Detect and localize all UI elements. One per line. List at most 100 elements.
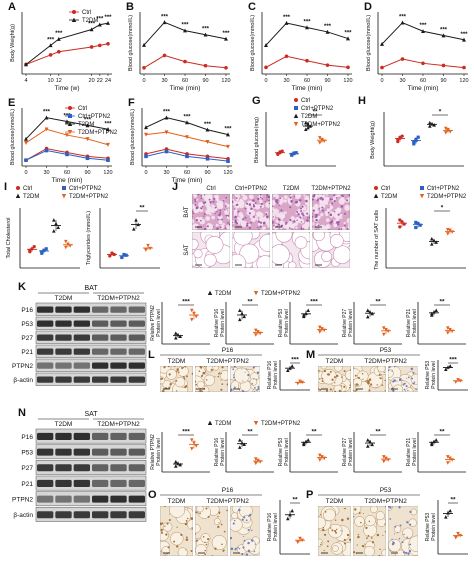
band-label: β-actin — [13, 377, 33, 384]
band-label: P21 — [21, 349, 33, 356]
significance-stars: *** — [460, 32, 468, 38]
data-point — [370, 442, 374, 447]
blot-band — [55, 348, 72, 355]
legend-label: T2DM+PTPN2 — [261, 291, 301, 297]
significance-stars: ** — [247, 299, 253, 306]
blot-band — [110, 511, 127, 519]
y-axis-label: Protein level — [273, 361, 279, 389]
data-point — [142, 42, 146, 47]
data-point — [288, 366, 292, 370]
data-point — [226, 159, 230, 163]
series-line — [25, 43, 109, 65]
panel-letter: F — [128, 97, 135, 109]
data-point — [441, 33, 446, 38]
data-point — [288, 512, 292, 517]
significance-stars: *** — [202, 27, 210, 33]
blot-band — [92, 448, 109, 456]
data-point — [89, 27, 94, 32]
panel-letter: K — [18, 281, 26, 293]
data-point — [52, 218, 56, 222]
significance-stars: ** — [311, 429, 317, 436]
data-point — [444, 126, 448, 131]
significance-stars: *** — [104, 121, 112, 127]
blot-band — [92, 320, 109, 327]
group-label: T2DM — [326, 358, 344, 365]
blot-band — [128, 376, 145, 383]
column-label: T2DM — [283, 186, 299, 192]
y-axis-label: Protein level — [348, 438, 354, 466]
data-point — [238, 317, 242, 322]
panel-letter: G — [252, 95, 261, 107]
blot-band — [128, 464, 145, 472]
data-point — [106, 127, 110, 132]
data-point — [190, 308, 194, 313]
data-point — [380, 65, 384, 70]
data-point — [448, 364, 452, 368]
data-point — [446, 455, 450, 459]
data-point — [374, 186, 378, 190]
data-point — [256, 458, 260, 463]
legend-label: T2DM — [23, 194, 39, 200]
panel-o: P16 T2DM T2DM+PTPN2 ** Relative P16 Protein l… — [160, 487, 310, 556]
data-point — [448, 508, 452, 513]
significance-stars: *** — [181, 23, 189, 29]
significance-stars: *** — [324, 24, 332, 30]
blot-band — [37, 306, 54, 313]
data-point — [97, 22, 102, 27]
x-tick-label: 120 — [221, 78, 230, 84]
data-point — [346, 65, 350, 70]
data-point — [205, 156, 210, 161]
blot-band — [110, 464, 127, 472]
data-point — [192, 441, 196, 445]
micrograph — [272, 194, 310, 230]
legend-label: Ctrl — [301, 98, 310, 104]
blot-band — [110, 448, 127, 456]
x-tick-label: 30 — [163, 170, 169, 176]
data-point — [416, 135, 420, 139]
data-point — [318, 136, 322, 140]
data-point — [430, 311, 434, 316]
column-label: Ctrl — [206, 186, 215, 192]
blot-band — [110, 334, 127, 341]
blot-band — [128, 362, 145, 369]
panel-n-quant: T2DM T2DM+PTPN2***Relative PTPN2 Protein l… — [150, 420, 466, 473]
blot-band — [73, 464, 90, 472]
x-tick-label: 120 — [459, 78, 468, 84]
data-point — [320, 455, 324, 459]
data-point — [56, 36, 61, 41]
data-point — [320, 327, 324, 331]
data-point — [446, 228, 450, 232]
x-tick-label: 4 — [24, 78, 27, 84]
data-point — [242, 314, 246, 319]
x-tick-label: 90 — [440, 78, 446, 84]
data-point — [428, 124, 432, 128]
y-axis-label: Blood glucose(mmol/L) — [128, 15, 134, 71]
data-point — [65, 119, 69, 124]
significance-stars: *** — [222, 31, 230, 37]
group-label: T2DM+PTPN2 — [364, 498, 407, 505]
data-point — [106, 41, 110, 46]
legend-label: T2DM+PTPN2 — [261, 421, 301, 427]
data-point — [444, 131, 448, 135]
data-point — [293, 122, 299, 127]
panel-k-blot: BAT T2DM T2DM+PTPN2 P16 P53 P27 P21 PTPN2 β-acti… — [12, 285, 147, 386]
y-axis-label: Protein level — [412, 309, 418, 337]
y-axis-label: Protein level — [156, 309, 162, 337]
y-axis-label: Total Cholesterol — [6, 218, 12, 259]
data-point — [384, 328, 388, 332]
data-point — [322, 456, 326, 461]
data-point — [52, 229, 56, 233]
data-point — [414, 137, 418, 142]
blot-band — [37, 464, 54, 472]
blot-band — [110, 432, 127, 440]
data-point — [254, 461, 258, 466]
legend-label: T2DM — [215, 421, 231, 427]
blot-band — [92, 306, 109, 313]
blot-band — [73, 362, 90, 369]
data-point — [306, 438, 310, 442]
data-point — [15, 193, 21, 198]
micrograph — [195, 366, 228, 392]
y-axis-label: Body Weight(g) — [370, 121, 376, 159]
panel-n-blot: SAT T2DM T2DM+PTPN2 P16 P53 P27 P21 PTPN2 β-acti… — [12, 411, 147, 522]
y-axis-label: Relative P21 — [406, 438, 412, 467]
